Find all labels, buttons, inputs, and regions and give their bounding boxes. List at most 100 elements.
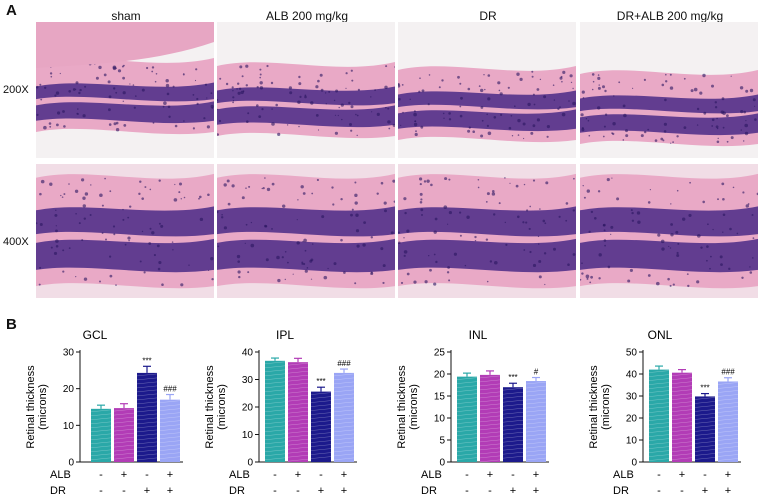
bar-hatch bbox=[310, 412, 332, 415]
bar-hatch bbox=[159, 420, 181, 423]
row-label-200x: 200X bbox=[3, 84, 29, 96]
bar-hatch bbox=[479, 379, 501, 383]
alb-row-label: ALB bbox=[613, 469, 634, 481]
bar-hatch bbox=[287, 418, 309, 422]
bar-hatch bbox=[136, 441, 158, 445]
alb-factor-value: - bbox=[511, 469, 515, 481]
bar-hatch bbox=[264, 361, 286, 365]
alb-factor-value: - bbox=[99, 469, 103, 481]
bar-hatch bbox=[287, 426, 309, 430]
dr-factor-value: - bbox=[99, 485, 103, 497]
bar-hatch bbox=[310, 400, 332, 403]
bar-hatch bbox=[90, 453, 112, 457]
bar-hatch bbox=[264, 397, 286, 401]
bar-hatch bbox=[264, 429, 286, 433]
bar-hatch bbox=[525, 421, 547, 425]
bar-hatch bbox=[694, 449, 716, 452]
bar-hatch bbox=[648, 398, 670, 401]
alb-factor-value: + bbox=[295, 469, 301, 481]
bar-hatch bbox=[264, 425, 286, 429]
bar-hatch bbox=[264, 457, 286, 461]
bar-hatch bbox=[333, 385, 355, 389]
bar-hatch bbox=[671, 425, 693, 428]
column-label-dr-alb: DR+ALB 200 mg/kg bbox=[616, 9, 724, 23]
bar-hatch bbox=[333, 425, 355, 429]
bar-hatch bbox=[456, 417, 478, 420]
bar-hatch bbox=[694, 405, 716, 408]
bar-hatch bbox=[648, 430, 670, 433]
bar-hatch bbox=[671, 449, 693, 452]
y-tick-label: 20 bbox=[63, 384, 75, 395]
chart-onl: ONL Retinal thickness(microns) 0 10 20 30 40 50… bbox=[588, 328, 741, 497]
bar-hatch bbox=[333, 389, 355, 393]
alb-factor-value: + bbox=[167, 469, 173, 481]
bar-hatch bbox=[456, 381, 478, 384]
significance-mark: *** bbox=[142, 356, 151, 365]
bar-hatch bbox=[502, 387, 524, 391]
bar-hatch bbox=[648, 458, 670, 461]
bar-hatch bbox=[264, 389, 286, 393]
dr-factor-value: - bbox=[296, 485, 300, 497]
bar-hatch bbox=[287, 450, 309, 454]
bar-hatch bbox=[333, 373, 355, 377]
bar-hatch bbox=[694, 421, 716, 424]
bar-hatch bbox=[717, 410, 739, 413]
histology-image-3 bbox=[398, 22, 576, 158]
bar bbox=[672, 372, 692, 462]
y-tick-label: 20 bbox=[626, 414, 638, 425]
bar-hatch bbox=[287, 386, 309, 390]
bar-hatch bbox=[456, 449, 478, 452]
bar-hatch bbox=[717, 386, 739, 389]
bar-hatch bbox=[310, 404, 332, 407]
bar-hatch bbox=[717, 454, 739, 457]
bar-hatch bbox=[333, 393, 355, 397]
bar-hatch bbox=[502, 447, 524, 451]
bar-hatch bbox=[113, 448, 135, 452]
bar-hatch bbox=[113, 436, 135, 440]
y-tick-label: 30 bbox=[626, 392, 638, 403]
bar-hatch bbox=[159, 440, 181, 443]
bar-hatch bbox=[648, 378, 670, 381]
y-tick-label: 10 bbox=[626, 436, 638, 447]
bar-hatch bbox=[310, 420, 332, 423]
bar-hatch bbox=[525, 401, 547, 405]
histology-image-5 bbox=[36, 164, 214, 298]
bar-hatch bbox=[333, 377, 355, 381]
bar-hatch bbox=[456, 389, 478, 392]
dr-factor-value: + bbox=[510, 485, 516, 497]
bar-hatch bbox=[694, 409, 716, 412]
y-axis-label: Retinal thickness(microns) bbox=[204, 365, 228, 449]
bar-hatch bbox=[264, 417, 286, 421]
bar-hatch bbox=[479, 439, 501, 443]
significance-mark: ### bbox=[163, 385, 177, 394]
bar bbox=[718, 381, 738, 462]
bar-hatch bbox=[90, 437, 112, 441]
histology-image-7 bbox=[398, 164, 576, 298]
bar-hatch bbox=[113, 420, 135, 424]
bar-hatch bbox=[159, 444, 181, 447]
y-tick-label: 20 bbox=[434, 370, 446, 381]
bar-hatch bbox=[717, 422, 739, 425]
bar-hatch bbox=[333, 437, 355, 441]
bar-hatch bbox=[136, 377, 158, 381]
bar-hatch bbox=[136, 449, 158, 453]
bar-hatch bbox=[479, 431, 501, 435]
bar-hatch bbox=[525, 425, 547, 429]
bar-hatch bbox=[648, 418, 670, 421]
bar-hatch bbox=[671, 393, 693, 396]
bar bbox=[695, 396, 715, 462]
dr-factor-value: + bbox=[167, 485, 173, 497]
bar-hatch bbox=[310, 456, 332, 459]
bar-hatch bbox=[287, 454, 309, 458]
bar-hatch bbox=[717, 398, 739, 401]
bar-hatch bbox=[717, 434, 739, 437]
bar-hatch bbox=[333, 401, 355, 405]
y-tick-label: 20 bbox=[242, 403, 254, 414]
bar-hatch bbox=[310, 440, 332, 443]
y-tick-label: 10 bbox=[434, 414, 446, 425]
bar-hatch bbox=[671, 413, 693, 416]
bar-hatch bbox=[333, 457, 355, 461]
bar-hatch bbox=[333, 397, 355, 401]
bar-hatch bbox=[287, 382, 309, 386]
